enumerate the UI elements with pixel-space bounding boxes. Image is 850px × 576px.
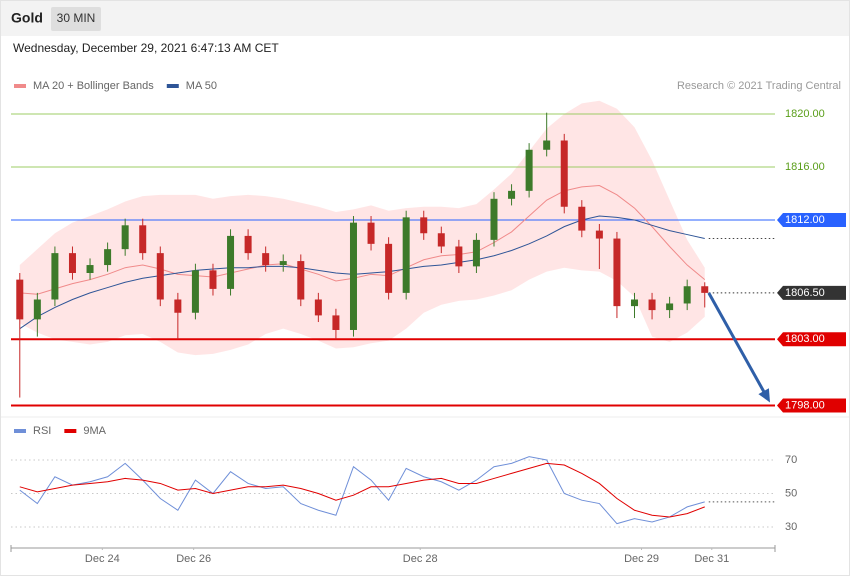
candle-body: [385, 243, 393, 293]
legend-swatch: [64, 429, 77, 433]
x-tick-label: Dec 24: [85, 553, 120, 565]
candle-body: [227, 235, 235, 289]
candle-body: [472, 239, 480, 267]
timestamp: Wednesday, December 29, 2021 6:47:13 AM …: [13, 41, 279, 55]
x-tick-label: Dec 28: [403, 553, 438, 565]
credit: Research © 2021 Trading Central: [677, 80, 841, 92]
candle-body: [51, 253, 59, 300]
candle-body: [543, 140, 551, 150]
level-label: 1798.00: [785, 399, 825, 411]
candle-body: [209, 270, 217, 289]
candle-body: [33, 299, 41, 320]
y-tick-label: 30: [785, 521, 797, 533]
candle-body: [297, 261, 305, 300]
candle-body: [701, 286, 709, 293]
candle-body: [332, 315, 340, 330]
candle-body: [16, 279, 24, 320]
candle-body: [595, 230, 603, 239]
y-tick-label: 70: [785, 454, 797, 466]
level-label: 1816.00: [785, 161, 825, 173]
timeframe-box[interactable]: [51, 7, 101, 31]
candle-body: [490, 198, 498, 240]
level-box: [777, 213, 846, 227]
candle-body: [508, 190, 516, 199]
candle-body: [156, 253, 164, 300]
legend-label: MA 20 + Bollinger Bands: [33, 80, 154, 92]
level-label: 1803.00: [785, 333, 825, 345]
level-box: [777, 332, 846, 347]
x-tick-label: Dec 31: [694, 553, 729, 565]
symbol: Gold: [11, 10, 43, 26]
candle-body: [279, 261, 287, 266]
legend-label: MA 50: [186, 80, 217, 92]
candle-body: [121, 225, 129, 250]
level-box: [777, 398, 846, 413]
candle-body: [139, 225, 147, 254]
candle-body: [402, 217, 410, 293]
legend-swatch: [166, 84, 179, 88]
candle-body: [630, 299, 638, 307]
candle-body: [420, 217, 428, 234]
candle-body: [613, 238, 621, 307]
candle-body: [437, 233, 445, 247]
legend-label: 9MA: [83, 425, 106, 437]
candle-body: [560, 140, 568, 207]
level-label: 1812.00: [785, 214, 825, 226]
candle-body: [191, 270, 199, 313]
rsi-line: [19, 462, 705, 518]
y-tick-label: 50: [785, 487, 797, 499]
candle-body: [683, 286, 691, 304]
candle-body: [86, 265, 94, 273]
legend-swatch: [14, 84, 26, 88]
candle-body: [578, 206, 586, 231]
candle-body: [244, 235, 252, 254]
candle-body: [455, 246, 463, 267]
ma-line: [19, 185, 706, 295]
candle-body: [68, 253, 76, 273]
candle-body: [314, 299, 322, 316]
candle-body: [525, 149, 533, 191]
timeframe[interactable]: 30 MIN: [57, 11, 96, 25]
header-bar: [1, 1, 849, 36]
level-box: [777, 285, 846, 300]
level-label: 1806.50: [785, 287, 825, 299]
level-label: 1820.00: [785, 108, 825, 120]
candle-body: [648, 299, 656, 311]
bollinger-band: [19, 100, 705, 356]
legend-swatch: [14, 429, 26, 433]
candle-body: [349, 222, 357, 330]
candle-body: [262, 253, 270, 266]
ma-line: [19, 215, 705, 330]
forecast-arrow: [707, 292, 768, 397]
rsi-line: [19, 456, 705, 525]
candle-body: [174, 299, 182, 313]
x-tick-label: Dec 26: [176, 553, 211, 565]
forecast-arrowhead: [758, 388, 770, 403]
candle-body: [367, 222, 375, 244]
candle-body: [666, 303, 674, 311]
x-tick-label: Dec 29: [624, 553, 659, 565]
candle-body: [104, 249, 112, 266]
legend-label: RSI: [33, 425, 51, 437]
